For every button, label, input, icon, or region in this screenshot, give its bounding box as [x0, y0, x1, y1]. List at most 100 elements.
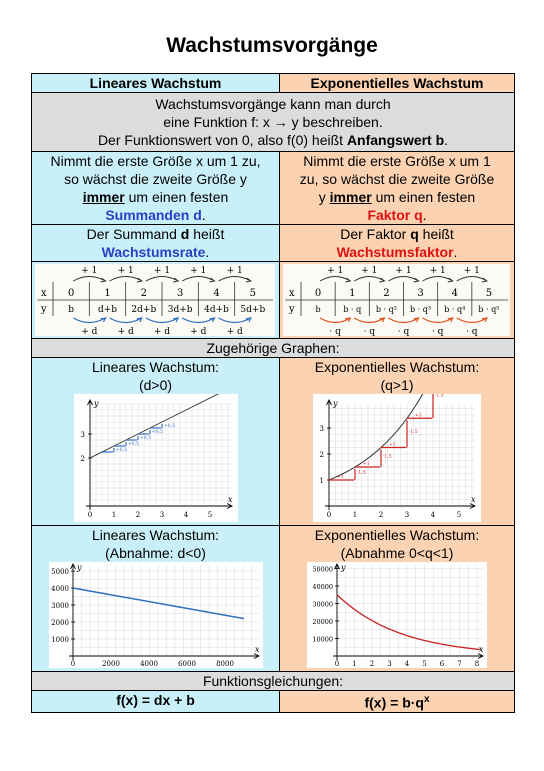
x-value: 2	[383, 288, 389, 299]
top-step-arrow	[181, 276, 215, 282]
bottom-step-label: + d	[81, 327, 97, 336]
bottom-step-label: + d	[154, 327, 170, 336]
x-tick-label: 0	[335, 660, 339, 668]
arrow-head	[136, 317, 143, 323]
x-tick-label: 2000	[102, 660, 120, 668]
top-step-label: + 1	[361, 266, 377, 276]
arrow-head	[226, 503, 233, 509]
summand-term: Summanden d	[105, 207, 202, 223]
x-value: 3	[417, 288, 423, 299]
x-tick-label: 4	[405, 660, 410, 668]
y-tick-label: 10000	[312, 636, 333, 644]
x-tick-label: 1	[352, 660, 356, 668]
linear-rate: Der Summand d heißt Wachstumsrate.	[31, 224, 280, 262]
bottom-step-label: + d	[227, 327, 243, 336]
linear-decay-cell: Lineares Wachstum: (Abnahme: d<0) x y 0 200…	[31, 525, 280, 672]
arrow-head	[334, 562, 340, 570]
top-step-label: + 1	[327, 266, 343, 276]
linear-decay-title: Lineares Wachstum:	[91, 527, 220, 543]
top-step-arrow	[218, 276, 252, 282]
exp-growth-title: Exponentielles Wachstum:	[314, 359, 480, 375]
arrow-head	[86, 398, 93, 406]
x-value: 5	[250, 288, 256, 299]
exp-definition: Nimmt die erste Größe x um 1 zu, so wäch…	[279, 151, 515, 225]
arrow-head	[379, 277, 386, 283]
arrow-head	[136, 277, 144, 283]
linear-growth-condition: (d>0)	[138, 377, 173, 393]
step-label: +0,5	[140, 435, 151, 441]
step-label: +0,5	[128, 441, 139, 447]
bottom-step-label: + d	[118, 327, 134, 336]
top-step-arrow	[353, 276, 385, 282]
step-label: +0,5	[116, 447, 127, 453]
top-step-arrow	[145, 276, 179, 282]
bottom-step-label: + d	[190, 327, 206, 336]
x-value: 2	[141, 288, 147, 299]
exp-growth-condition: (q>1)	[380, 377, 414, 393]
linear-value-table-cell: x y 0 b 1 d+b 2 2d+b 3 3d+b 4 4d+b 5 5d+b + 1 + d + 1 + d…	[31, 261, 280, 339]
bottom-step-arrow	[422, 317, 454, 324]
x-tick-label: 2	[135, 511, 139, 519]
y-tick-label: 40000	[312, 583, 333, 591]
x-tick-label: 2	[379, 511, 383, 519]
step-label: +1	[363, 461, 370, 467]
arrow-head	[209, 277, 216, 283]
definition-row: Nimmt die erste Größe x um 1 zu, so wäch…	[31, 151, 515, 225]
faktor-term: Faktor q	[367, 207, 423, 223]
x-axis-label: x	[471, 495, 476, 504]
function-line	[72, 587, 244, 620]
x-axis-label: x	[228, 495, 233, 504]
formulas-header: Funktionsgleichungen:	[31, 671, 515, 691]
top-step-arrow	[456, 276, 488, 282]
step-label: +1	[415, 412, 422, 418]
bottom-step-label: · q	[398, 327, 410, 336]
x-axis-label: x	[255, 645, 260, 654]
top-step-arrow	[422, 276, 454, 282]
x-tick-label: 4	[183, 511, 188, 519]
y-tick-label: 1	[320, 477, 324, 485]
y-value: 3d+b	[168, 305, 193, 315]
x-tick-label: 1	[111, 511, 115, 519]
step-label: +0,5	[164, 423, 175, 429]
y-axis-label: y	[93, 399, 99, 408]
top-step-label: + 1	[395, 266, 411, 276]
arrow-head	[481, 277, 489, 283]
x-tick-label: 3	[405, 511, 409, 519]
y-tick-label: 3	[80, 431, 84, 439]
graphs-header: Zugehörige Graphen:	[31, 338, 515, 358]
y-row-label: y	[40, 304, 47, 315]
page-title: Wachstumsvorgänge	[166, 34, 378, 57]
y-value: b · q⁴	[444, 305, 465, 314]
y-tick-label: 20000	[312, 618, 333, 626]
bottom-step-arrow	[456, 317, 488, 324]
linear-growth-title: Lineares Wachstum:	[91, 359, 220, 375]
x-tick-label: 5	[207, 511, 211, 519]
arrow-head	[100, 277, 107, 283]
top-step-label: + 1	[81, 266, 97, 276]
x-value: 0	[315, 288, 321, 299]
top-step-label: + 1	[430, 266, 446, 276]
linear-header: Lineares Wachstum	[31, 73, 280, 93]
y-value: b	[316, 305, 321, 314]
step-label: ·1,5	[383, 453, 392, 459]
y-row-label: y	[288, 304, 295, 315]
arrow-head	[413, 277, 420, 283]
anfangswert-term: Anfangswert b	[346, 132, 445, 148]
bottom-step-arrow	[218, 317, 252, 324]
x-tick-label: 7	[457, 660, 461, 668]
graph-background	[307, 562, 487, 668]
arrow-head	[345, 277, 352, 283]
top-step-label: + 1	[464, 266, 480, 276]
wachstumsfaktor-term: Wachstumsfaktor	[336, 244, 454, 260]
y-tick-label: 2000	[51, 619, 69, 627]
top-step-label: + 1	[118, 266, 134, 276]
function-curve	[328, 394, 424, 481]
top-step-label: + 1	[227, 266, 243, 276]
x-value: 0	[68, 288, 74, 299]
linear-definition: Nimmt die erste Größe x um 1 zu, so wäch…	[31, 151, 280, 225]
x-row-label: x	[289, 288, 295, 299]
x-value: 4	[452, 288, 458, 299]
top-step-label: + 1	[190, 266, 206, 276]
x-value: 5	[486, 288, 492, 299]
